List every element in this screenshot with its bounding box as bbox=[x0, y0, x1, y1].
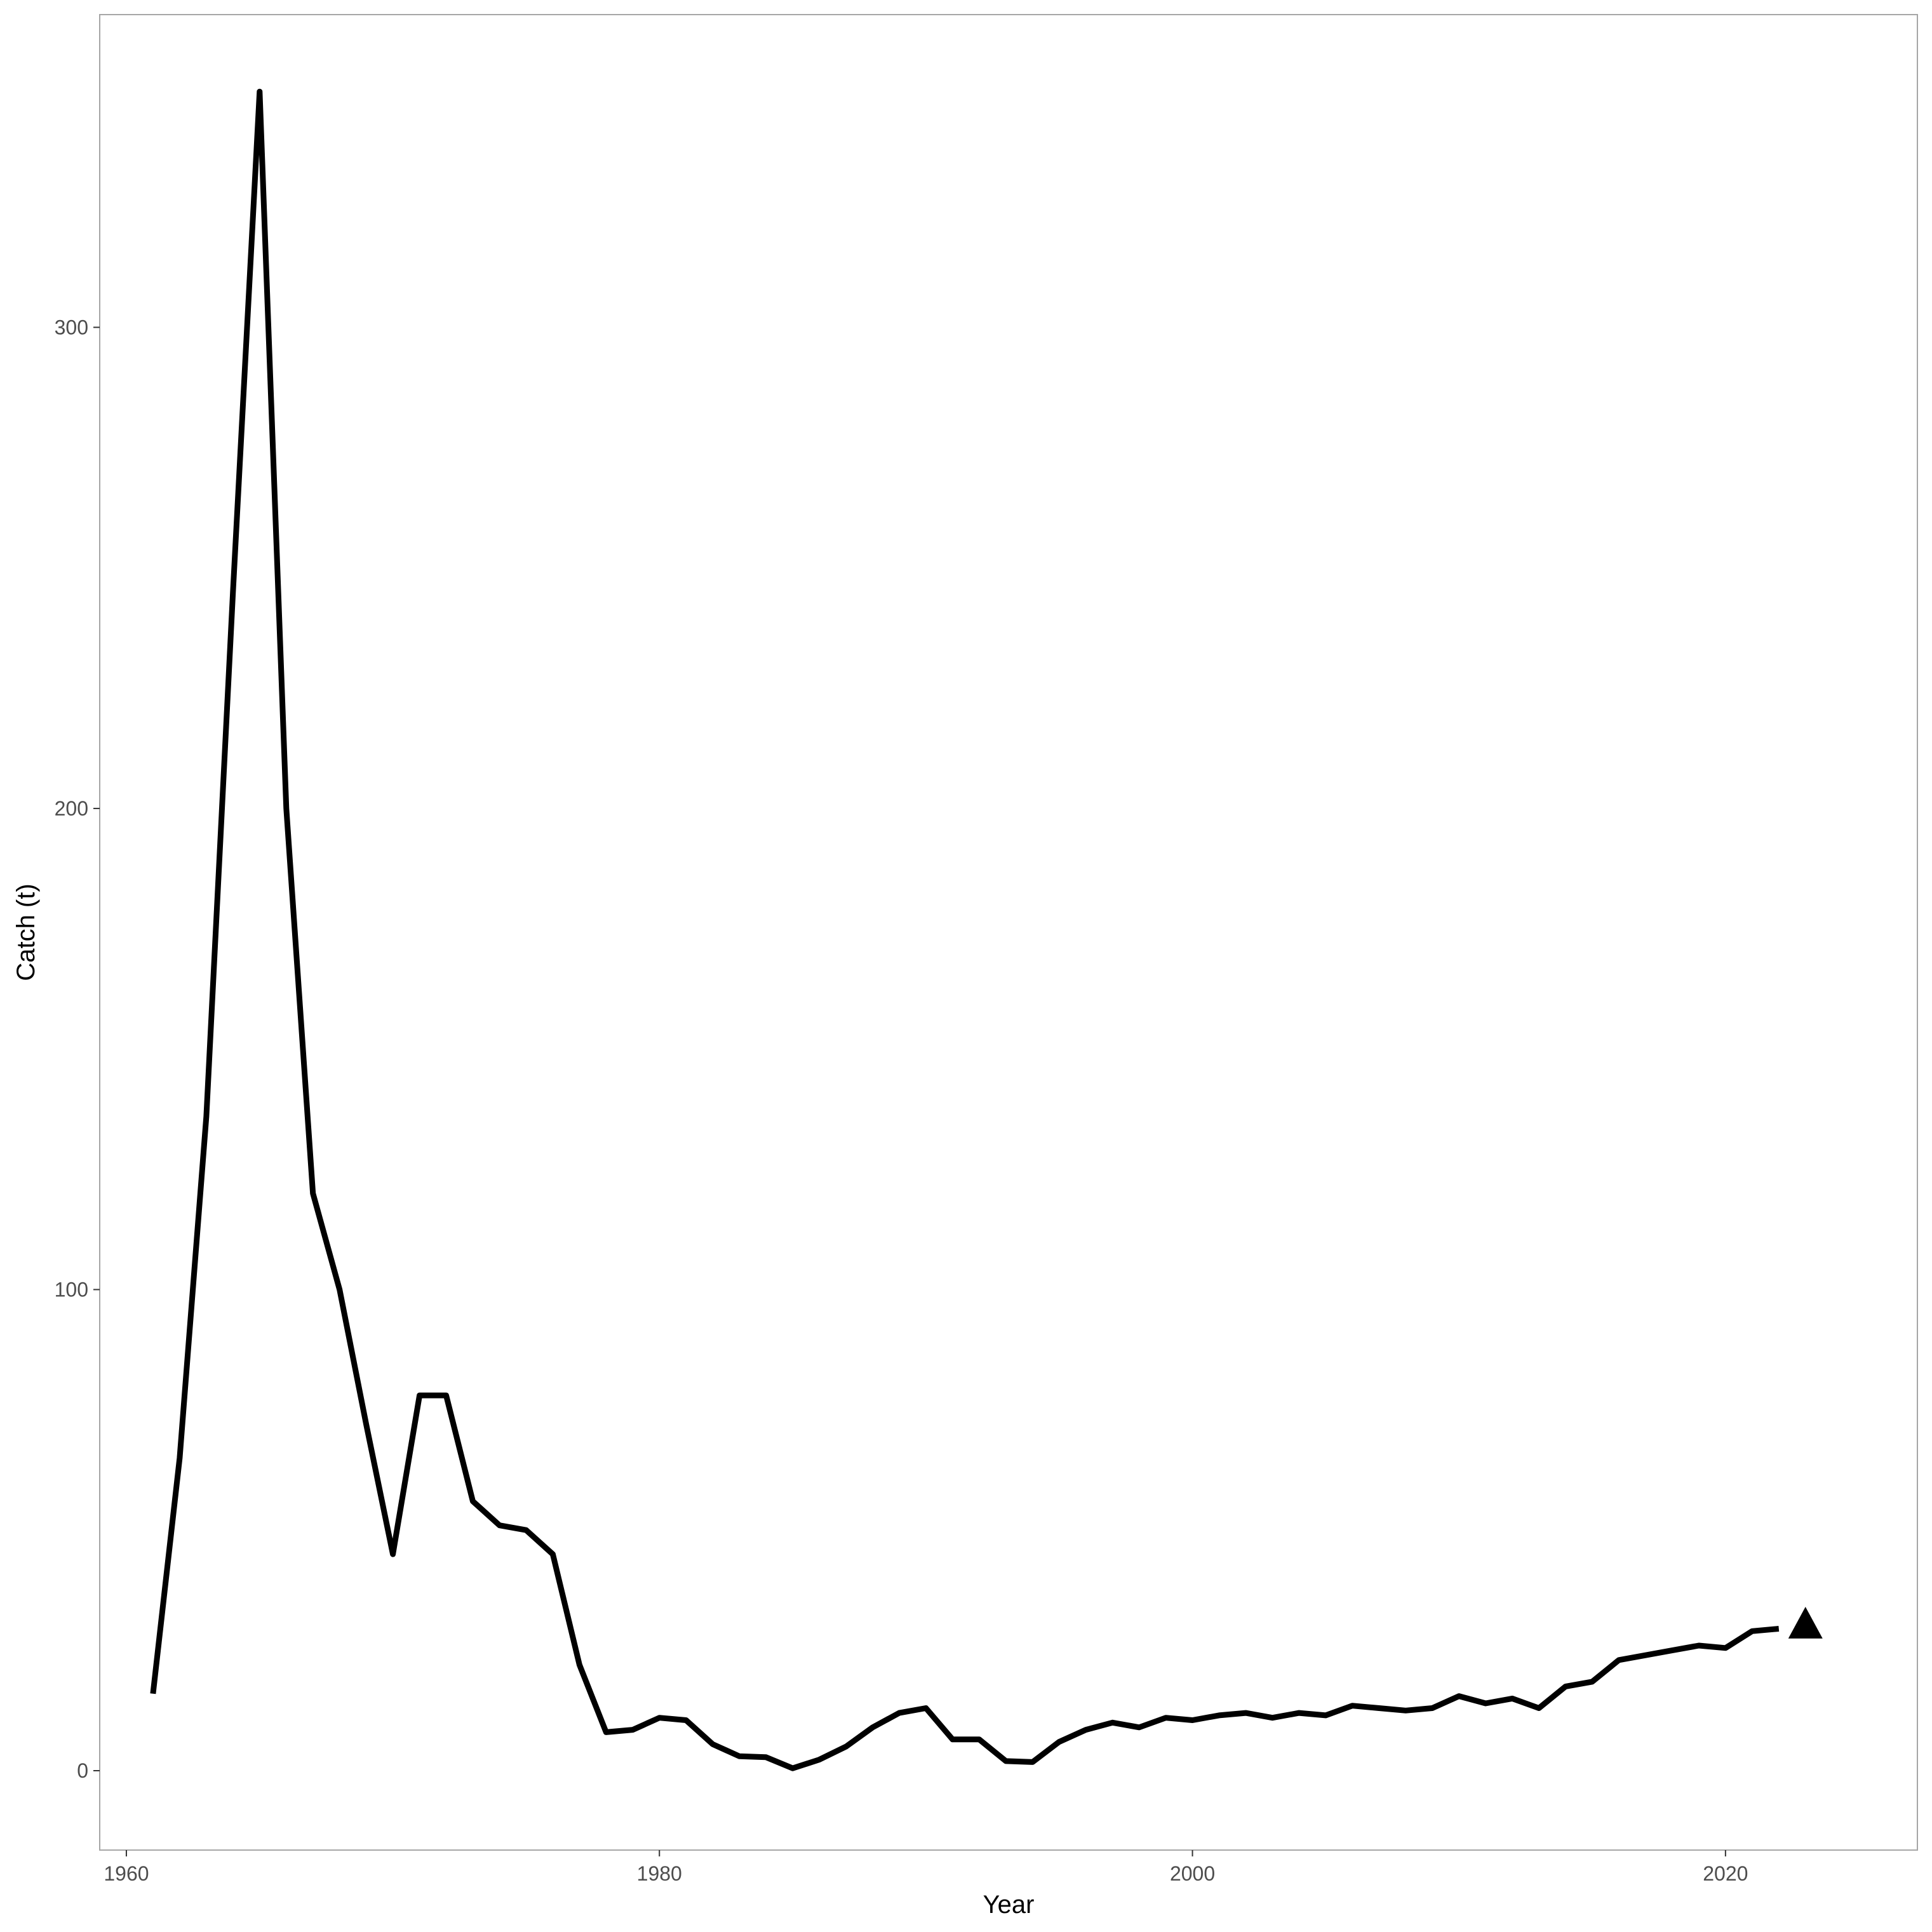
triangle-point-marker bbox=[1788, 1606, 1823, 1639]
y-tick-label: 100 bbox=[55, 1278, 88, 1301]
x-tick-label: 2000 bbox=[1170, 1862, 1215, 1885]
x-tick-label: 1980 bbox=[637, 1862, 682, 1885]
x-axis: 1960 1980 2000 2020 bbox=[104, 1850, 1748, 1885]
y-tick-label: 300 bbox=[55, 316, 88, 339]
y-tick-label: 200 bbox=[55, 797, 88, 820]
y-tick-label: 0 bbox=[77, 1759, 88, 1782]
x-tick-label: 1960 bbox=[104, 1862, 149, 1885]
series-layer bbox=[150, 88, 1780, 1771]
x-tick-label: 2020 bbox=[1703, 1862, 1748, 1885]
plot-panel bbox=[99, 14, 1918, 1851]
y-axis-title: Catch (t) bbox=[12, 883, 40, 981]
x-axis-title: Year bbox=[983, 1891, 1035, 1919]
catch-series-line bbox=[150, 88, 1780, 1771]
y-axis: 0 100 200 300 bbox=[55, 316, 100, 1782]
points-layer bbox=[1788, 1606, 1823, 1639]
